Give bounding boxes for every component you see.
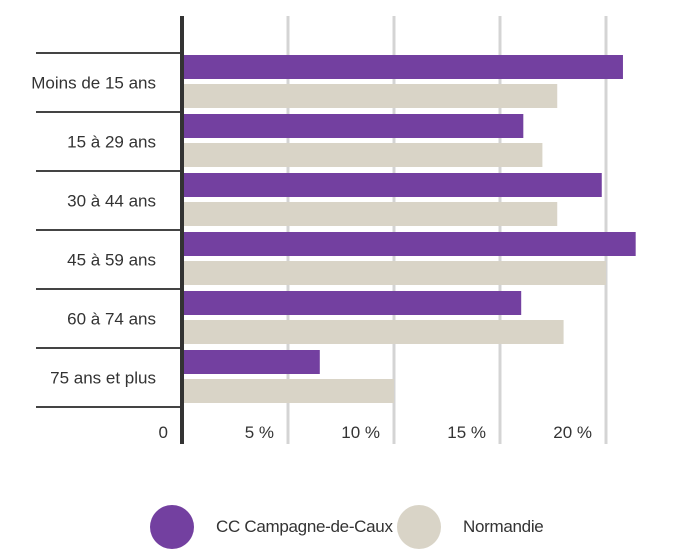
bar-cc-campagne-de-caux [182,232,636,256]
bar-cc-campagne-de-caux [182,173,602,197]
bar-cc-campagne-de-caux [182,55,623,79]
bar-cc-campagne-de-caux [182,291,522,315]
bar-normandie [182,261,606,285]
legend: CC Campagne-de-Caux Normandie [0,505,682,555]
legend-item-normandie: Normandie [397,505,544,549]
legend-label: Normandie [463,517,544,536]
bar-normandie [182,84,558,108]
bars [182,55,636,403]
bar-cc-campagne-de-caux [182,114,524,138]
bar-normandie [182,202,558,226]
legend-item-cc-campagne-de-caux: CC Campagne-de-Caux [150,505,393,549]
bar-normandie [182,143,543,167]
x-tick-label: 10 % [341,423,380,442]
legend-swatch-beige [397,505,441,549]
category-label: 75 ans et plus [50,369,156,388]
category-separators [36,52,182,408]
category-label: 60 à 74 ans [67,310,156,329]
x-tick-label: 15 % [447,423,486,442]
category-label: 45 à 59 ans [67,251,156,270]
bar-cc-campagne-de-caux [182,350,320,374]
x-axis-ticks: 0 5 % 10 % 15 % 20 % [159,423,592,442]
category-label: 15 à 29 ans [67,133,156,152]
x-tick-label: 20 % [553,423,592,442]
x-tick-label: 0 [159,423,168,442]
category-labels: Moins de 15 ans 15 à 29 ans 30 à 44 ans 45 … [31,74,156,388]
category-label: Moins de 15 ans [31,74,156,93]
legend-swatch-purple [150,505,194,549]
legend-label: CC Campagne-de-Caux [216,517,393,536]
category-label: 30 à 44 ans [67,192,156,211]
x-tick-label: 5 % [245,423,274,442]
bar-normandie [182,320,564,344]
bar-normandie [182,379,394,403]
bar-chart: Moins de 15 ans 15 à 29 ans 30 à 44 ans 45 … [31,16,636,444]
